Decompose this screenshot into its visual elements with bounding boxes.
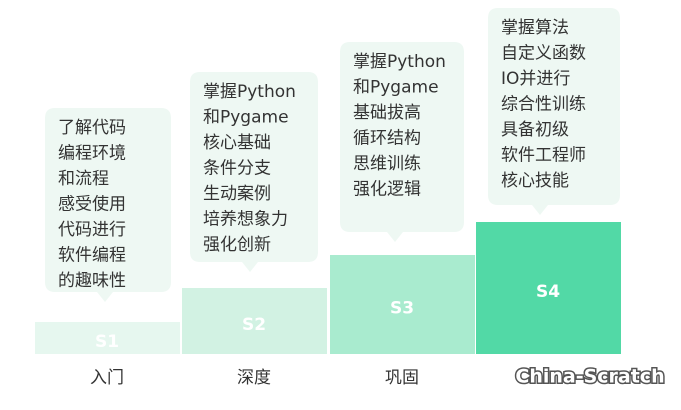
bubble-text: 了解代码 [58,118,126,138]
bubble-text: 和Pygame [353,78,439,98]
bubble-text: 强化逻辑 [353,180,421,200]
step-label: S3 [390,299,414,319]
bubble-text: IO并进行 [501,69,570,89]
step [330,255,475,354]
bubble-text: 软件编程 [58,246,126,266]
bubble [488,8,620,215]
step [35,322,180,354]
bubble-text: 和流程 [58,169,109,189]
bubble-text: 自定义函数 [501,44,586,64]
bubble-text: 条件分支 [203,159,271,179]
bubble-text: 强化创新 [203,235,271,255]
bubble-text: 基础拔高 [353,103,421,123]
step [182,288,327,354]
bubble [45,108,171,302]
bubble-text: 综合性训练 [501,95,586,115]
bubble-text: 培养想象力 [203,210,288,230]
bubble [340,42,464,242]
bubble-text: 核心技能 [501,171,569,191]
bubble-text: 掌握Python [353,52,446,72]
step [476,222,621,354]
bubble-text: 核心基础 [203,133,271,153]
watermark: China-Scratch [515,366,664,388]
bubble-text: 的趣味性 [58,271,126,291]
bubble-text: 感受使用 [58,194,126,215]
step-label: S1 [95,332,119,352]
step-name: 巩固 [385,368,419,388]
bubble [190,72,318,272]
bubble-text: 掌握算法 [501,18,569,38]
bubble-text: 和Pygame [203,108,289,128]
step-label: S2 [242,315,266,335]
bubble-text: 具备初级 [501,120,569,140]
bubble-text: 生动案例 [203,184,271,204]
bubble-text: 掌握Python [203,82,296,102]
bubble-text: 代码进行 [58,220,126,240]
step-name: 深度 [237,368,271,388]
bubble-text: 软件工程师 [501,146,586,166]
bubble-text: 循环结构 [353,129,421,149]
bubble-text: 思维训练 [353,154,421,174]
bubble-text: 编程环境 [58,144,126,164]
step-name: 入门 [90,368,124,388]
step-label: S4 [536,282,560,302]
